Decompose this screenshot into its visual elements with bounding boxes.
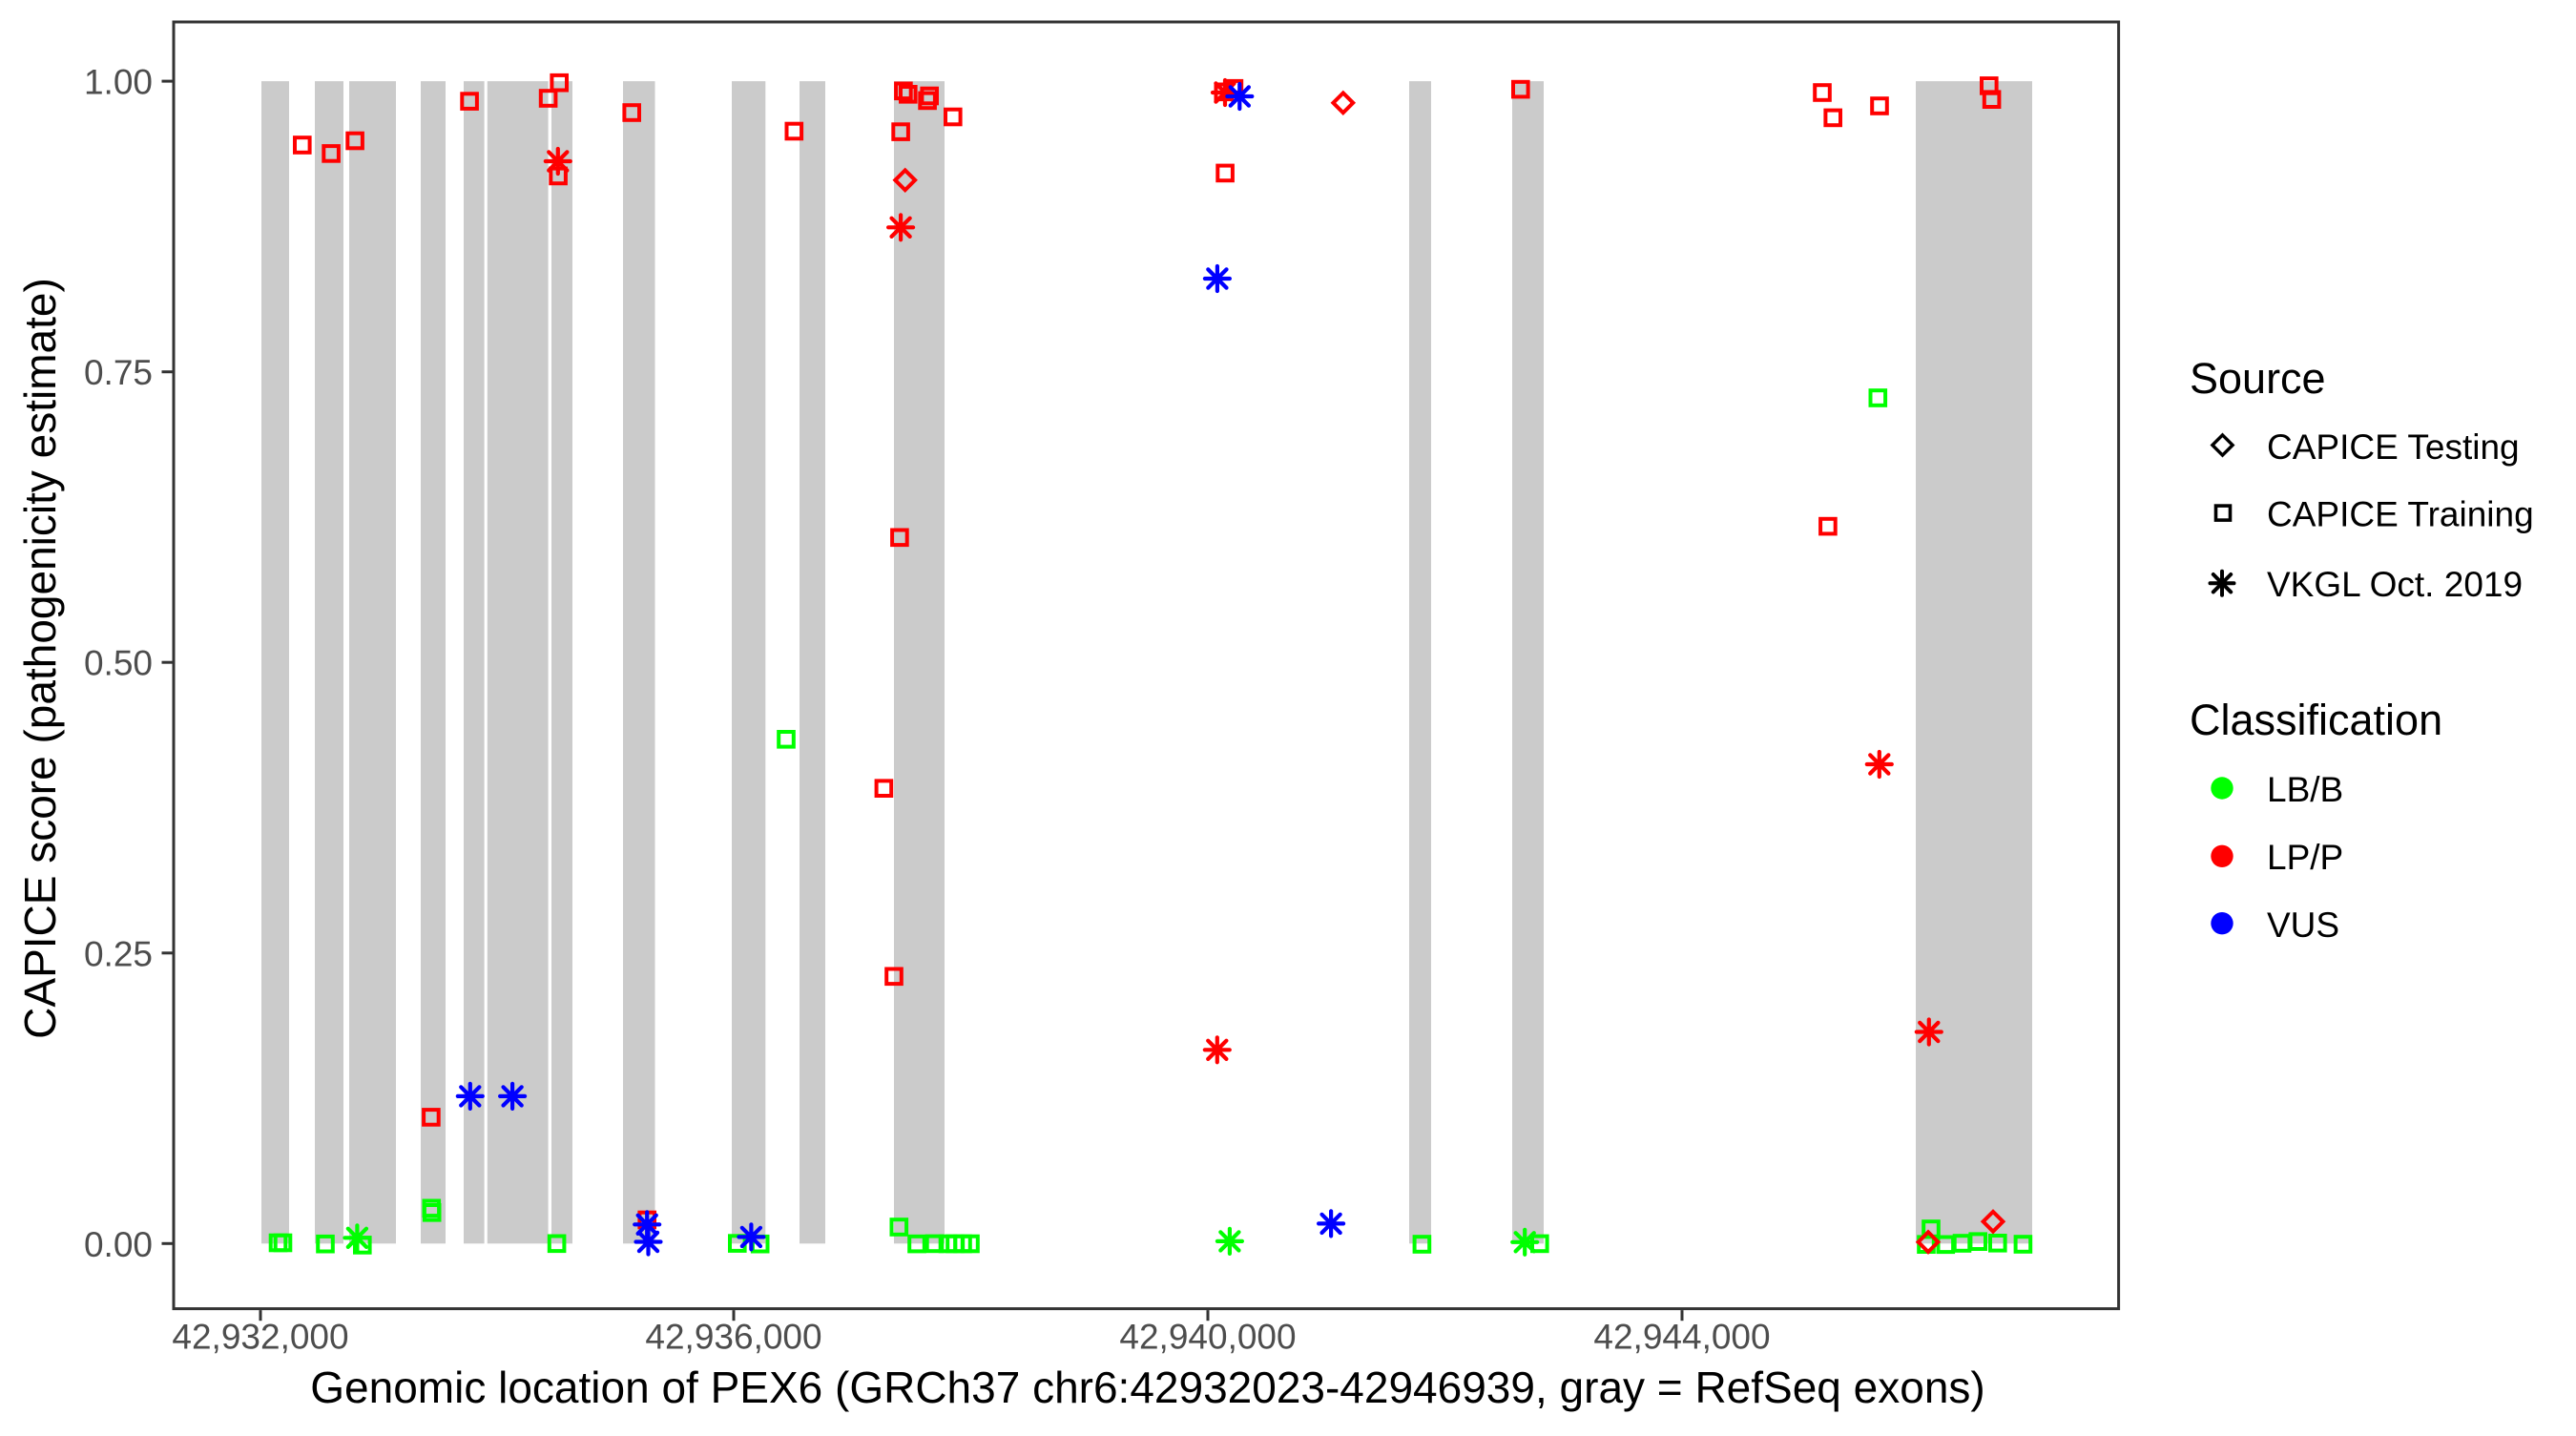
svg-text:42,940,000: 42,940,000 [1119,1318,1296,1357]
svg-text:CAPICE score (pathogenicity es: CAPICE score (pathogenicity estimate) [15,278,65,1039]
svg-text:0.75: 0.75 [84,353,153,392]
svg-text:Genomic location of PEX6 (GRCh: Genomic location of PEX6 (GRCh37 chr6:42… [310,1363,1984,1412]
svg-text:42,944,000: 42,944,000 [1593,1318,1770,1357]
svg-text:42,932,000: 42,932,000 [172,1318,348,1357]
svg-text:42,936,000: 42,936,000 [645,1318,821,1357]
svg-text:Source: Source [2190,354,2326,403]
svg-text:Classification: Classification [2190,696,2442,744]
svg-text:CAPICE Training: CAPICE Training [2267,495,2534,534]
svg-text:0.50: 0.50 [84,644,153,683]
svg-text:LP/P: LP/P [2267,838,2343,877]
svg-text:LB/B: LB/B [2267,770,2343,809]
svg-text:0.25: 0.25 [84,934,153,973]
svg-text:1.00: 1.00 [84,63,153,102]
svg-text:0.00: 0.00 [84,1225,153,1264]
svg-text:VUS: VUS [2267,905,2339,945]
svg-text:VKGL Oct. 2019: VKGL Oct. 2019 [2267,565,2523,604]
svg-text:CAPICE Testing: CAPICE Testing [2267,427,2520,467]
